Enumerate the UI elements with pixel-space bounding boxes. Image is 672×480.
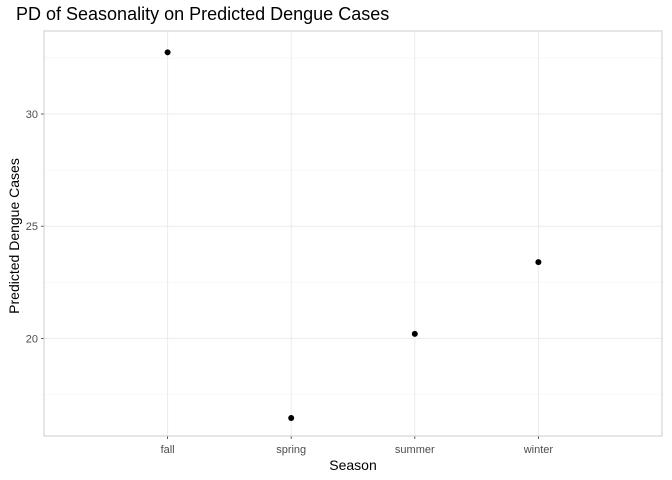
x-tick-label: fall xyxy=(161,444,175,456)
x-tick-label: spring xyxy=(276,444,306,456)
x-tick-label: winter xyxy=(523,444,554,456)
y-tick-label: 30 xyxy=(26,109,38,121)
data-point xyxy=(164,49,171,56)
data-point xyxy=(411,330,418,337)
data-point xyxy=(288,415,295,422)
x-tick-label: summer xyxy=(395,444,435,456)
data-point xyxy=(535,259,542,266)
y-tick-label: 25 xyxy=(26,221,38,233)
chart-title: PD of Seasonality on Predicted Dengue Ca… xyxy=(16,4,390,24)
panel-border xyxy=(43,30,663,437)
x-axis-title: Season xyxy=(329,457,377,473)
y-tick-label: 20 xyxy=(26,333,38,345)
